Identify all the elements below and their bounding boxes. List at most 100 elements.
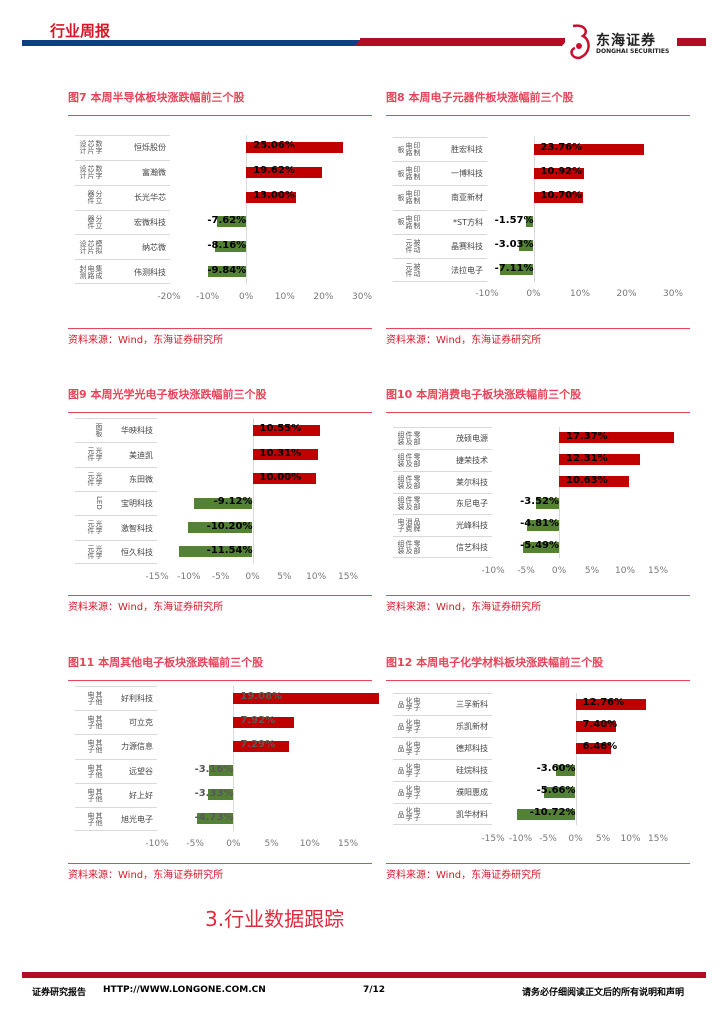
bar-positive [533, 167, 585, 179]
bar-value-label: 19.62% [253, 165, 295, 177]
sector-label: 分立器件 [87, 214, 103, 229]
x-tick-label: 30% [662, 289, 684, 299]
header-red-bar [360, 38, 562, 46]
stock-name: 宏微科技 [134, 217, 166, 227]
source-line [68, 595, 372, 596]
bar-value-label: -5.66% [536, 785, 576, 796]
stock-name: 捷荣技术 [456, 455, 488, 465]
sector-label: 电子化学品 [397, 763, 421, 777]
zero-axis-line [252, 418, 254, 564]
category-row [393, 161, 487, 185]
category-row [393, 781, 492, 803]
x-tick-label: 30% [351, 292, 373, 302]
bar-positive [252, 449, 319, 460]
x-tick-label: 10% [274, 292, 295, 302]
sector-label: 品牌消费电子 [397, 518, 421, 533]
stock-name: 茂硕电源 [456, 433, 488, 443]
category-row [75, 135, 170, 160]
x-tick-label: 10% [614, 566, 636, 576]
section-heading: 3.行业数据跟踪 [205, 907, 345, 931]
x-tick-label: 15% [647, 834, 669, 844]
bar-value-label: 19.08% [240, 691, 283, 703]
x-tick-label: 10% [569, 289, 591, 299]
category-row [75, 184, 170, 210]
bar-negative [208, 266, 247, 278]
category-row [75, 234, 170, 259]
bar-positive [533, 191, 584, 203]
sector-label: 光学元件 [87, 520, 103, 535]
sector-label: 印制电路板 [397, 214, 421, 229]
sector-label: 光学元件 [87, 447, 103, 462]
x-tick-label: 5% [584, 566, 600, 576]
stock-name: 恒烁股份 [134, 143, 166, 153]
footer-report-label: 证券研究报告 [32, 988, 87, 998]
category-row [75, 710, 157, 734]
x-tick-label: 10% [620, 834, 641, 844]
bar-positive [575, 698, 646, 710]
category-row [393, 427, 492, 449]
category-row [393, 209, 487, 234]
bar-value-label: -7.62% [207, 214, 247, 226]
bar-value-label: -3.16% [194, 763, 234, 775]
category-row [393, 737, 492, 759]
stock-name: 纳芯微 [142, 242, 166, 252]
sector-label: 电子化学品 [397, 785, 421, 799]
bar-value-label: 10.31% [259, 447, 302, 459]
stock-name: 三孚新科 [456, 700, 488, 709]
bar-value-label: -7.11% [494, 262, 534, 274]
stock-name: 凯华材料 [456, 810, 488, 819]
title-underline [68, 115, 372, 116]
bar-positive [252, 424, 320, 436]
bar-value-label: -1.57% [494, 214, 534, 226]
source-line [68, 328, 372, 329]
bar-value-label: 6.46% [582, 741, 618, 752]
stock-name: 信艺科技 [456, 543, 488, 553]
bar-value-label: -3.33% [194, 787, 234, 799]
x-tick-label: 0% [245, 572, 260, 582]
bar-negative [526, 216, 534, 228]
bar-negative [516, 808, 576, 820]
bar-value-label: 10.70% [540, 190, 583, 202]
sector-label: 零部件及组装 [397, 496, 421, 511]
sector-label: 电子化学品 [397, 807, 421, 821]
category-row [393, 715, 492, 737]
logo-text-en: DONGHAI SECURITIES [596, 48, 670, 55]
footer-website-link[interactable]: HTTP://WWW.LONGONE.COM.CN [103, 985, 266, 995]
stock-name: 美迪凯 [129, 450, 153, 460]
x-tick-label: -5% [211, 572, 230, 582]
bar-negative [555, 764, 576, 776]
x-tick-label: -10% [475, 289, 499, 299]
dragon-logo-icon [570, 24, 590, 60]
sector-label: 光学元件 [87, 544, 103, 559]
stock-name: 法拉电子 [451, 265, 483, 275]
chart-title: 图8 本周电子元器件板块涨幅前三个股 [386, 91, 574, 104]
bar-positive [559, 454, 641, 466]
title-underline [386, 680, 690, 681]
sector-label: 模拟芯片设计 [79, 239, 103, 254]
category-row [75, 491, 157, 515]
bar-value-label: -8.16% [207, 239, 247, 251]
bar-positive [246, 166, 322, 178]
category-row [393, 257, 487, 282]
zero-axis-line [246, 135, 248, 284]
bar-value-label: 10.63% [566, 474, 608, 486]
stock-name: 东尼电子 [456, 499, 488, 509]
x-tick-label: -15% [145, 572, 169, 582]
bar-negative [522, 541, 559, 553]
header-red-bar-end [676, 38, 706, 46]
stock-name: 德邦科技 [456, 744, 488, 753]
x-tick-label: 20% [616, 289, 637, 299]
bar-negative [519, 240, 534, 252]
x-tick-label: -5% [517, 566, 535, 576]
bar-value-label: -3.60% [536, 763, 576, 774]
x-tick-label: -5% [539, 834, 557, 844]
zero-axis-line [233, 686, 235, 831]
bar-value-label: 12.76% [582, 697, 625, 708]
x-tick-label: 10% [299, 839, 320, 849]
category-row [75, 466, 157, 491]
x-tick-label: -15% [481, 834, 505, 844]
x-tick-label: 0% [526, 289, 541, 299]
sector-label: 面板 [95, 423, 103, 438]
source-note: 资料来源：Wind，东海证券研究所 [386, 602, 542, 613]
